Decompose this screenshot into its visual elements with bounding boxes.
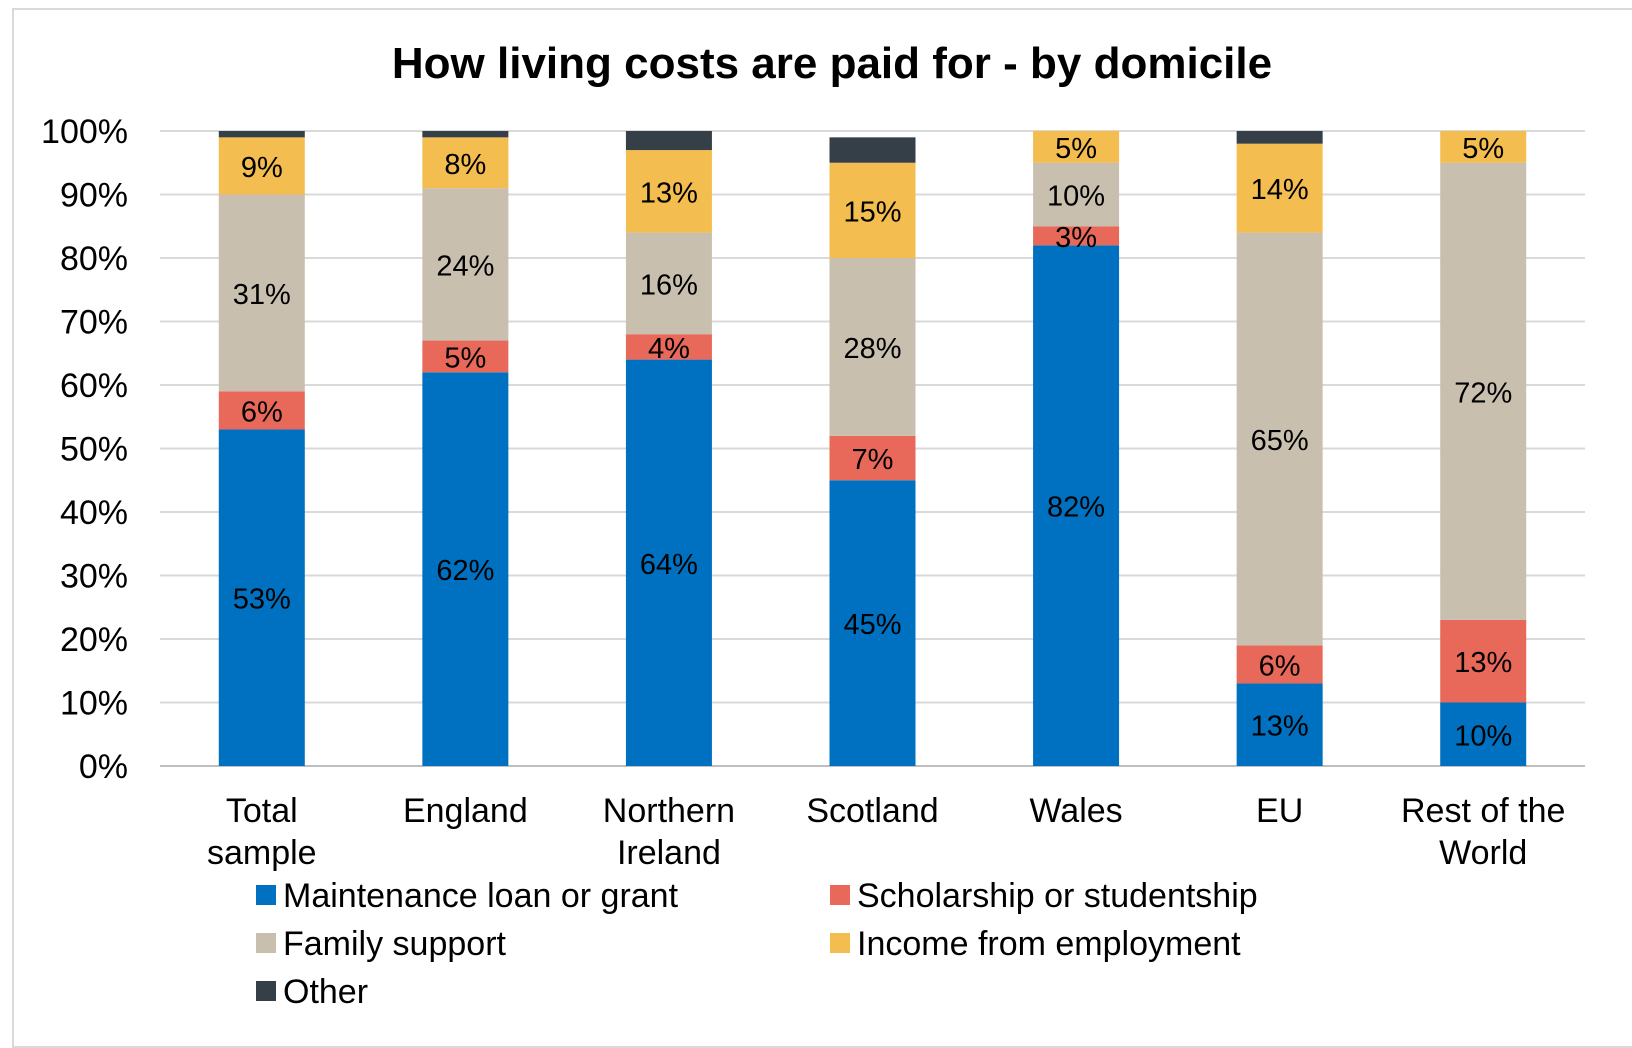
data-label: 3% xyxy=(1055,222,1097,254)
y-tick-label: 60% xyxy=(60,367,128,405)
bar-segment xyxy=(218,429,305,766)
legend-swatch xyxy=(830,933,850,953)
bar-segment xyxy=(829,137,916,163)
data-label: 64% xyxy=(640,549,698,581)
y-axis-ticks: 0% 10% 20% 30% 40% 50% 60% 70% 80% 90% 100% xyxy=(41,113,128,786)
data-label: 28% xyxy=(843,333,901,365)
bar-segment xyxy=(218,194,305,392)
data-label: 10% xyxy=(1047,181,1105,213)
data-label: 15% xyxy=(843,196,901,228)
y-tick-label: 20% xyxy=(60,621,128,659)
legend-swatch xyxy=(830,885,850,905)
data-label: 7% xyxy=(852,444,894,476)
data-label: 4% xyxy=(648,333,690,365)
bar-segment xyxy=(829,480,916,766)
bar-segment xyxy=(1236,645,1323,684)
data-label: 8% xyxy=(444,149,486,181)
legend-label: Scholarship or studentship xyxy=(857,877,1258,915)
stacked-bar-chart: How living costs are paid for - by domic… xyxy=(41,39,1585,1011)
bar-segment xyxy=(422,188,509,341)
x-tick-label: World xyxy=(1439,834,1527,872)
data-label: 82% xyxy=(1047,492,1105,524)
data-label: 6% xyxy=(1259,650,1301,682)
data-label: 62% xyxy=(436,555,494,587)
x-tick-label: sample xyxy=(207,834,317,872)
x-tick-label: England xyxy=(403,792,528,830)
x-axis-ticks: Total sample England Northern Ireland Scotlan… xyxy=(207,792,1565,872)
bar-segment xyxy=(422,372,509,766)
bar-segment xyxy=(1236,143,1323,233)
legend-label: Income from employment xyxy=(857,925,1241,963)
x-tick-label: Scotland xyxy=(806,792,938,830)
y-tick-label: 40% xyxy=(60,494,128,532)
data-label: 53% xyxy=(233,584,291,616)
legend-label: Maintenance loan or grant xyxy=(283,877,679,915)
x-tick-label: EU xyxy=(1256,792,1303,830)
data-label: 24% xyxy=(436,250,494,282)
bar-segment xyxy=(1033,131,1120,163)
bar-segment xyxy=(1033,226,1120,246)
bar-segment xyxy=(1440,619,1527,703)
data-label: 5% xyxy=(1055,133,1097,165)
data-labels: 53% 6% 31% 9% 62% 5% 24% 8% 64% 4% 16% 13% 45% 7% 28% 1… xyxy=(233,133,1512,752)
legend-swatch xyxy=(256,885,276,905)
bar-segment xyxy=(625,334,712,360)
legend-label: Other xyxy=(283,973,368,1011)
data-label: 31% xyxy=(233,279,291,311)
y-tick-label: 50% xyxy=(60,431,128,469)
data-label: 5% xyxy=(1462,133,1504,165)
data-label: 16% xyxy=(640,269,698,301)
y-tick-label: 90% xyxy=(60,177,128,215)
bar-segment xyxy=(625,131,712,151)
data-label: 13% xyxy=(640,177,698,209)
y-tick-label: 80% xyxy=(60,240,128,278)
y-tick-label: 0% xyxy=(79,748,128,786)
y-tick-label: 10% xyxy=(60,685,128,723)
bar-segment xyxy=(1236,131,1323,144)
data-label: 72% xyxy=(1454,377,1512,409)
y-tick-label: 30% xyxy=(60,558,128,596)
bar-segment xyxy=(1440,702,1527,766)
x-tick-label: Ireland xyxy=(617,834,721,872)
data-label: 65% xyxy=(1251,425,1309,457)
x-tick-label: Wales xyxy=(1029,792,1122,830)
data-label: 45% xyxy=(843,609,901,641)
data-label: 6% xyxy=(241,396,283,428)
data-label: 13% xyxy=(1251,711,1309,743)
bar-segment xyxy=(422,340,509,373)
data-label: 10% xyxy=(1454,720,1512,752)
bar-segment xyxy=(829,435,916,481)
bars xyxy=(218,131,1527,767)
x-tick-label: Rest of the xyxy=(1401,792,1565,830)
bar-segment xyxy=(625,359,712,766)
data-label: 5% xyxy=(444,342,486,374)
legend: Maintenance loan or grant Scholarship or … xyxy=(256,877,1258,1011)
bar-segment xyxy=(1440,131,1527,163)
bar-segment xyxy=(218,137,305,195)
bar-segment xyxy=(422,131,509,138)
data-label: 14% xyxy=(1251,174,1309,206)
bar-segment xyxy=(218,391,305,430)
x-tick-label: Total xyxy=(226,792,298,830)
legend-swatch xyxy=(256,933,276,953)
bar-segment xyxy=(829,162,916,258)
bar-segment xyxy=(1033,162,1120,227)
data-label: 9% xyxy=(241,152,283,184)
bar-segment xyxy=(218,131,305,138)
legend-label: Family support xyxy=(283,925,507,963)
bar-segment xyxy=(625,150,712,233)
bar-segment xyxy=(1033,245,1120,767)
bar-segment xyxy=(625,232,712,335)
bar-segment xyxy=(422,137,509,189)
legend-swatch xyxy=(256,981,276,1001)
chart-title: How living costs are paid for - by domic… xyxy=(392,39,1272,88)
data-label: 13% xyxy=(1454,647,1512,679)
bar-segment xyxy=(1236,683,1323,766)
bar-segment xyxy=(1440,162,1527,620)
bar-segment xyxy=(1236,232,1323,646)
x-tick-label: Northern xyxy=(603,792,735,830)
y-tick-label: 70% xyxy=(60,304,128,342)
y-tick-label: 100% xyxy=(41,113,128,151)
bar-segment xyxy=(829,258,916,436)
